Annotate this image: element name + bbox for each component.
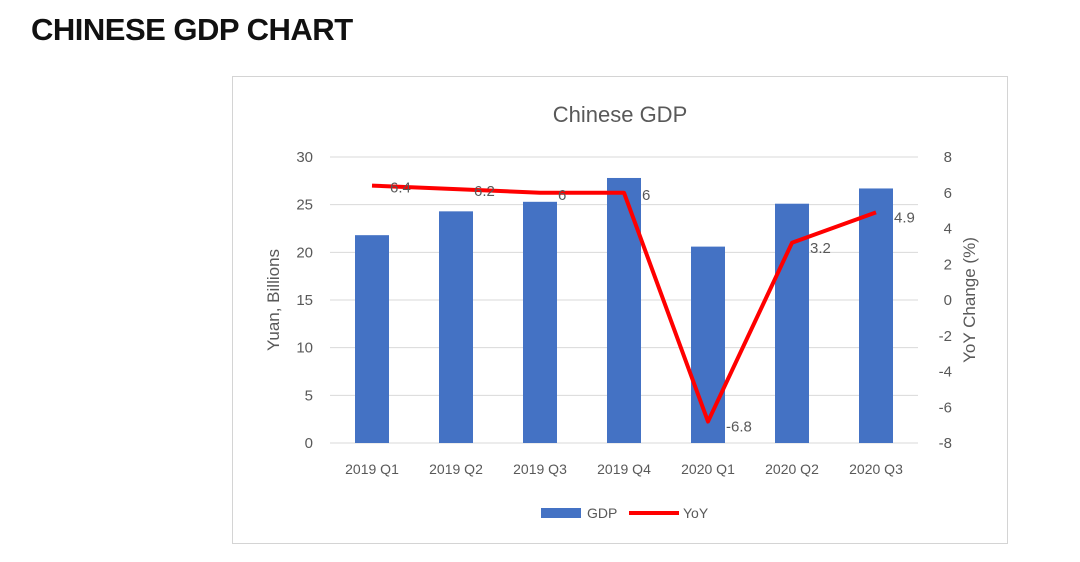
- x-tick-label: 2019 Q2: [429, 461, 483, 477]
- yoy-line: [371, 183, 877, 424]
- y-tick-label: 10: [296, 340, 313, 357]
- y-tick-label: 20: [296, 244, 313, 261]
- y2-tick-label: -2: [939, 328, 952, 345]
- yoy-line-series: [371, 183, 877, 424]
- x-tick-label: 2020 Q3: [849, 461, 903, 477]
- gdp-bar: [691, 246, 725, 443]
- yoy-data-label: 6.4: [390, 180, 411, 197]
- right-axis-ticks: -8 -6 -4 -2 0 2 4 6 8: [939, 149, 952, 452]
- y-tick-label: 0: [305, 435, 313, 452]
- yoy-data-label: 3.2: [810, 240, 831, 257]
- y-tick-label: 15: [296, 292, 313, 309]
- y2-tick-label: 2: [944, 256, 952, 273]
- legend: GDP YoY: [541, 505, 709, 521]
- x-tick-label: 2019 Q3: [513, 461, 567, 477]
- y-tick-label: 30: [296, 149, 313, 166]
- left-axis-ticks: 0 5 10 15 20 25 30: [296, 149, 313, 452]
- yoy-data-label: 6.2: [474, 183, 495, 200]
- gdp-bars: [355, 177, 893, 443]
- legend-gdp-swatch: [541, 508, 581, 518]
- legend-gdp-label: GDP: [587, 505, 617, 521]
- yoy-data-labels: 6.4 6.2 6 6 -6.8 3.2 4.9: [390, 180, 915, 436]
- y2-tick-label: 8: [944, 149, 952, 166]
- y2-tick-label: 6: [944, 185, 952, 202]
- chart-title: Chinese GDP: [553, 102, 688, 127]
- gdp-bar: [523, 201, 557, 443]
- gdp-bar: [607, 177, 641, 443]
- x-axis-ticks: 2019 Q1 2019 Q2 2019 Q3 2019 Q4 2020 Q1 2020 …: [345, 461, 903, 477]
- y2-tick-label: -8: [939, 435, 952, 452]
- gdp-bar: [859, 188, 893, 443]
- x-tick-label: 2019 Q4: [597, 461, 651, 477]
- legend-yoy-label: YoY: [683, 505, 709, 521]
- x-tick-label: 2020 Q1: [681, 461, 735, 477]
- yoy-data-label: -6.8: [726, 419, 752, 436]
- x-tick-label: 2019 Q1: [345, 461, 399, 477]
- y2-tick-label: 0: [944, 292, 952, 309]
- y2-axis-label: YoY Change (%): [960, 237, 979, 363]
- y2-tick-label: 4: [944, 221, 952, 238]
- yoy-data-label: 6: [558, 187, 566, 204]
- gdp-bar: [355, 235, 389, 443]
- yoy-data-label: 6: [642, 187, 650, 204]
- y2-tick-label: -6: [939, 399, 952, 416]
- page-heading: CHINESE GDP CHART: [31, 12, 353, 47]
- gdp-bar: [439, 211, 473, 443]
- y2-tick-label: -4: [939, 364, 952, 381]
- x-tick-label: 2020 Q2: [765, 461, 819, 477]
- yoy-data-label: 4.9: [894, 209, 915, 226]
- y-tick-label: 25: [296, 197, 313, 214]
- y-tick-label: 5: [305, 387, 313, 404]
- y-axis-label: Yuan, Billions: [264, 249, 283, 351]
